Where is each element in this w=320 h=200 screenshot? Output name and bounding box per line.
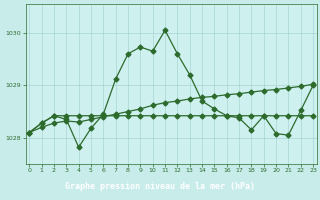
Text: Graphe pression niveau de la mer (hPa): Graphe pression niveau de la mer (hPa)	[65, 182, 255, 191]
